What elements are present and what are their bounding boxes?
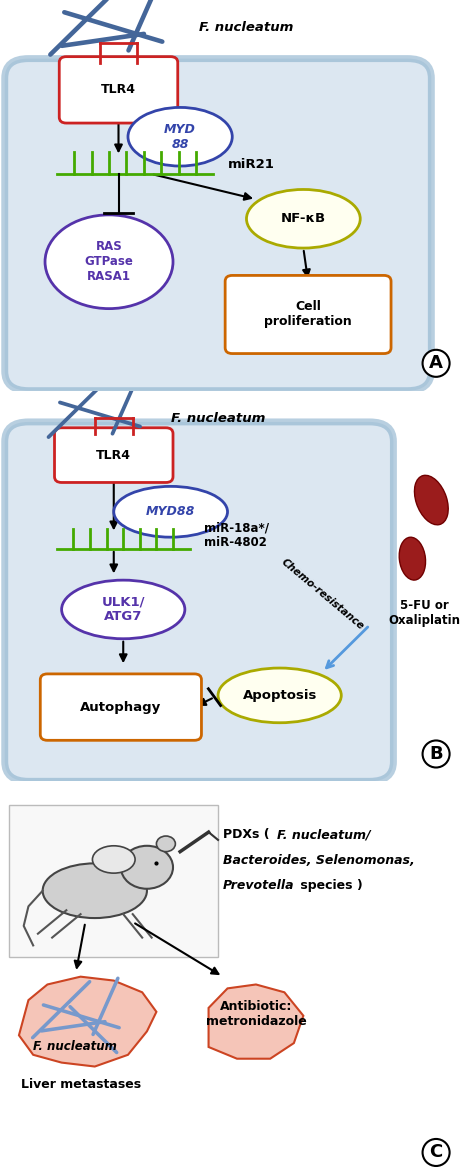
- Ellipse shape: [45, 214, 173, 308]
- Text: Bacteroides, Selenomonas,: Bacteroides, Selenomonas,: [223, 853, 415, 866]
- Text: PDXs (: PDXs (: [223, 829, 269, 841]
- Text: C: C: [429, 1144, 443, 1161]
- Text: F. nucleatum: F. nucleatum: [33, 1041, 117, 1054]
- Text: Apoptosis: Apoptosis: [243, 689, 317, 702]
- Text: Antibiotic:
metronidazole: Antibiotic: metronidazole: [206, 1000, 306, 1028]
- Ellipse shape: [246, 190, 360, 248]
- Polygon shape: [19, 976, 156, 1067]
- FancyBboxPatch shape: [225, 275, 391, 354]
- Text: F. nucleatum/: F. nucleatum/: [277, 829, 371, 841]
- Text: F. nucleatum: F. nucleatum: [199, 21, 293, 34]
- Text: MYD
88: MYD 88: [164, 123, 196, 151]
- Ellipse shape: [399, 537, 426, 580]
- Text: NF-κB: NF-κB: [281, 212, 326, 225]
- Text: RAS
GTPase
RASA1: RAS GTPase RASA1: [84, 240, 134, 284]
- Text: Prevotella: Prevotella: [223, 879, 294, 892]
- Ellipse shape: [92, 846, 135, 873]
- Text: miR21: miR21: [228, 157, 274, 171]
- FancyBboxPatch shape: [5, 422, 393, 782]
- FancyBboxPatch shape: [59, 56, 178, 123]
- Text: TLR4: TLR4: [101, 83, 136, 96]
- Ellipse shape: [218, 668, 341, 723]
- Text: A: A: [429, 354, 443, 373]
- Text: Cell
proliferation: Cell proliferation: [264, 300, 352, 328]
- FancyBboxPatch shape: [9, 805, 218, 958]
- Text: 5-FU or
Oxaliplatin: 5-FU or Oxaliplatin: [388, 599, 460, 627]
- Ellipse shape: [156, 836, 175, 852]
- FancyBboxPatch shape: [40, 674, 201, 741]
- Text: ULK1/
ATG7: ULK1/ ATG7: [101, 595, 145, 624]
- Text: miR-18a*/
miR-4802: miR-18a*/ miR-4802: [204, 522, 269, 550]
- Text: MYD88: MYD88: [146, 505, 195, 518]
- Polygon shape: [209, 984, 303, 1058]
- Ellipse shape: [114, 486, 228, 537]
- Ellipse shape: [43, 864, 147, 918]
- Text: Autophagy: Autophagy: [80, 701, 162, 714]
- Text: F. nucleatum: F. nucleatum: [171, 411, 265, 424]
- FancyBboxPatch shape: [5, 59, 431, 390]
- Text: TLR4: TLR4: [96, 449, 131, 462]
- FancyBboxPatch shape: [55, 428, 173, 483]
- Ellipse shape: [62, 580, 185, 639]
- Ellipse shape: [128, 108, 232, 166]
- Text: Liver metastases: Liver metastases: [20, 1078, 141, 1091]
- Ellipse shape: [121, 846, 173, 888]
- Ellipse shape: [414, 476, 448, 525]
- Text: B: B: [429, 745, 443, 763]
- Text: species ): species ): [296, 879, 363, 892]
- Text: Chemo-resistance: Chemo-resistance: [279, 557, 365, 632]
